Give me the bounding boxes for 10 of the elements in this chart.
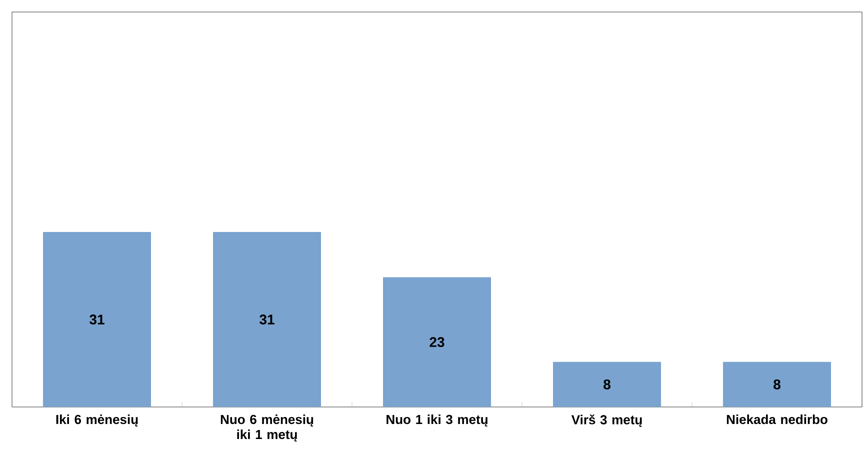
- x-tick-label: Virš 3 metų: [571, 414, 642, 427]
- x-tick-label: Iki 6 mėnesių: [56, 414, 138, 427]
- data-label: 23: [430, 337, 444, 348]
- x-tick-label: Niekada nedirbo: [726, 414, 828, 424]
- x-tick-label: Nuo 1 iki 3 metų: [386, 414, 488, 427]
- data-label: 31: [90, 314, 104, 324]
- x-tick-label: Nuo 6 mėnesių iki 1 metų: [220, 414, 314, 442]
- data-label: 8: [774, 379, 780, 390]
- data-label: 31: [260, 314, 274, 324]
- data-label: 8: [604, 379, 610, 390]
